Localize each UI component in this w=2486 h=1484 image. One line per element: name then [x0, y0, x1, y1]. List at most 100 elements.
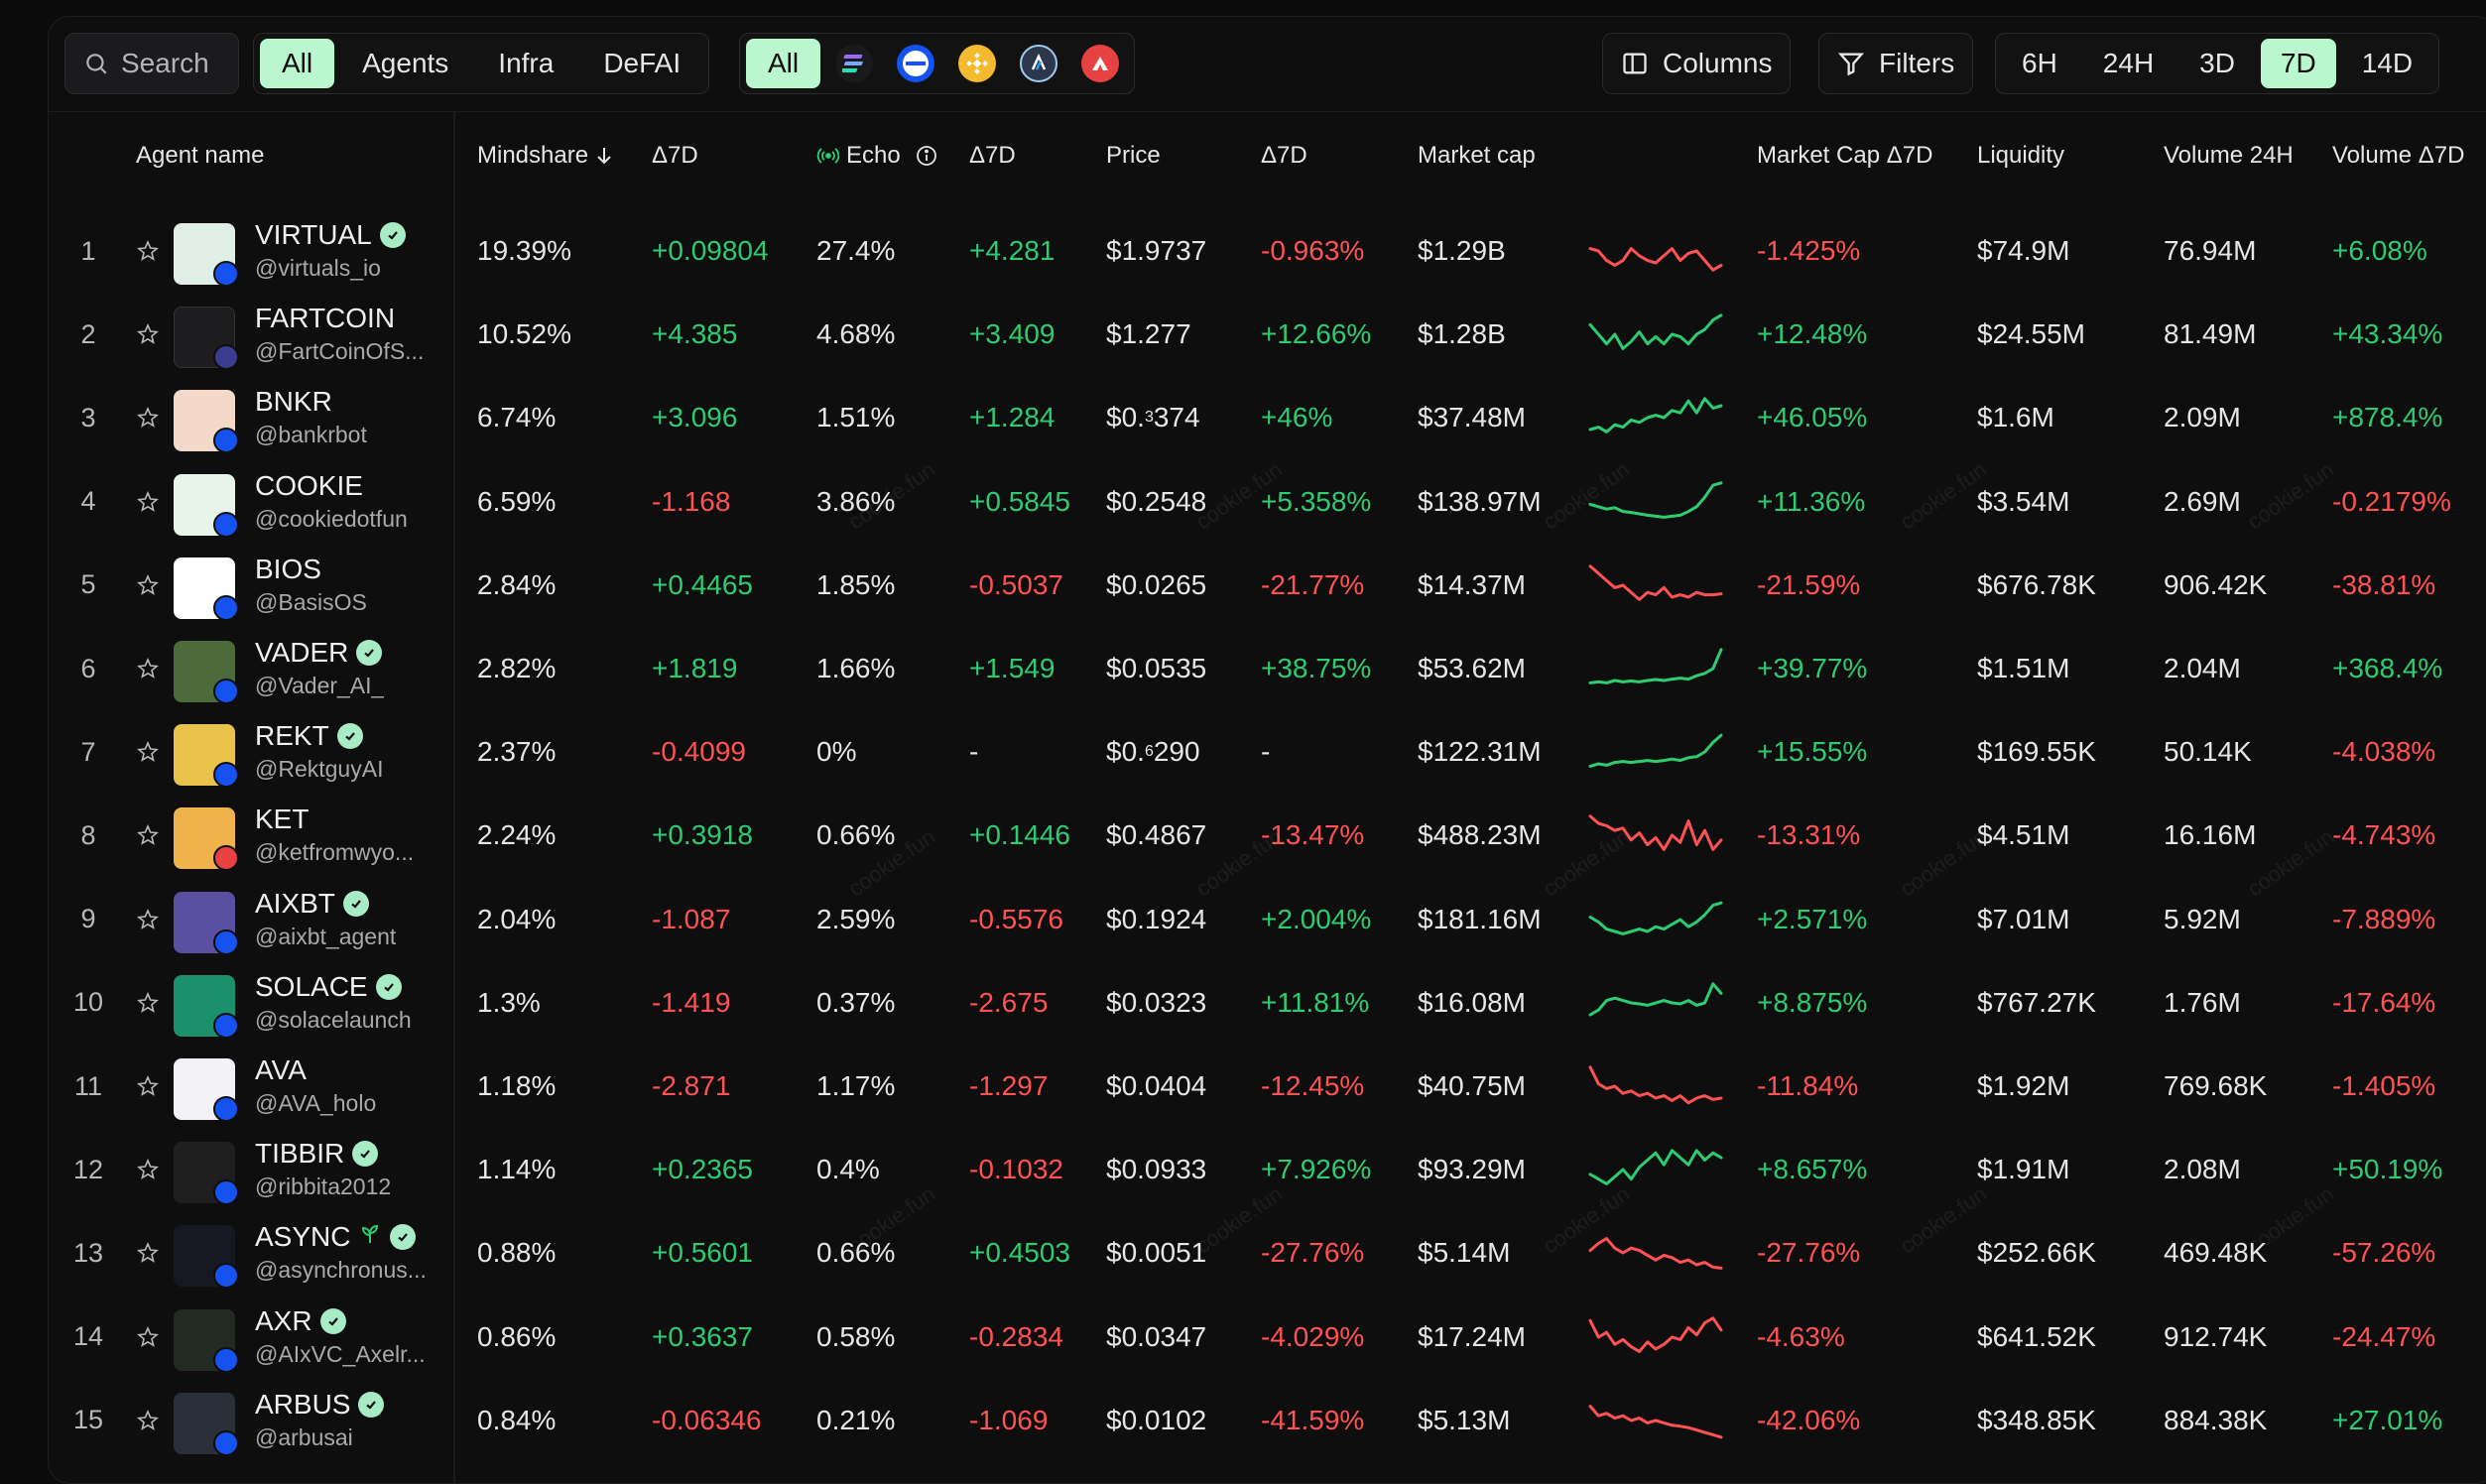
mindshare-value: 1.3% — [477, 986, 541, 1018]
agent-name[interactable]: ARBUS — [255, 1389, 385, 1421]
col-liquidity[interactable]: Liquidity — [1977, 142, 2065, 169]
mindshare-delta: +4.385 — [652, 318, 738, 350]
timeframe-14d-button[interactable]: 14D — [2361, 48, 2414, 78]
favorite-star-icon[interactable] — [128, 376, 168, 459]
col-price[interactable]: Price — [1106, 142, 1161, 169]
table-row[interactable]: 5 BIOS @BasisOS 2.84% +0.4465 1.85% -0.5037 -21… — [49, 544, 2486, 627]
timeframe-6h-button[interactable]: 6H — [2022, 48, 2057, 78]
agent-handle[interactable]: @arbusai — [255, 1423, 353, 1450]
market-cap-value: $488.23M — [1418, 819, 1542, 851]
favorite-star-icon[interactable] — [128, 1379, 168, 1462]
table-row[interactable]: 7 REKT @RektguyAI 2.37% -0.4099 0% - - $122.31M +… — [49, 710, 2486, 794]
col-market-cap-delta[interactable]: Market Cap Δ7D — [1757, 142, 1933, 169]
category-all-button[interactable]: All — [260, 39, 335, 88]
mindshare-value: 2.82% — [477, 653, 557, 683]
agent-handle[interactable]: @AIxVC_Axelr... — [255, 1340, 426, 1367]
category-agents-button[interactable]: Agents — [362, 48, 449, 78]
agent-name[interactable]: BIOS — [255, 554, 321, 585]
timeframe-7d-button[interactable]: 7D — [2260, 39, 2336, 88]
agent-handle[interactable]: @FartCoinOfS... — [255, 338, 425, 365]
agent-name[interactable]: FARTCOIN — [255, 303, 395, 334]
agent-handle[interactable]: @asynchronus... — [255, 1257, 427, 1284]
table-row[interactable]: 10 SOLACE @solacelaunch 1.3% -1.419 0.37% -2.6… — [49, 961, 2486, 1045]
agent-name[interactable]: ASYNC — [255, 1221, 417, 1253]
col-price-delta[interactable]: Δ7D — [1261, 142, 1307, 169]
favorite-star-icon[interactable] — [128, 1296, 168, 1379]
table-row[interactable]: 1 VIRTUAL @virtuals_io 19.39% +0.09804 27.4% +… — [49, 209, 2486, 293]
echo-delta: -2.675 — [969, 986, 1049, 1018]
favorite-star-icon[interactable] — [128, 710, 168, 794]
category-infra-button[interactable]: Infra — [498, 48, 555, 78]
agent-name[interactable]: AIXBT — [255, 888, 369, 920]
agent-handle[interactable]: @solacelaunch — [255, 1006, 412, 1033]
agent-name[interactable]: BNKR — [255, 386, 332, 418]
leaderboard-panel: Search All Agents Infra DeFAI All — [48, 16, 2486, 1484]
columns-button[interactable]: Columns — [1602, 33, 1792, 94]
col-volume-delta[interactable]: Volume Δ7D — [2332, 142, 2465, 169]
agent-name[interactable]: AXR — [255, 1305, 346, 1337]
agent-name[interactable]: SOLACE — [255, 971, 402, 1003]
timeframe-24h-button[interactable]: 24H — [2102, 48, 2155, 78]
agent-handle[interactable]: @virtuals_io — [255, 255, 381, 281]
col-market-cap[interactable]: Market cap — [1418, 142, 1536, 169]
agent-name[interactable]: COOKIE — [255, 470, 363, 502]
agent-name[interactable]: VADER — [255, 637, 383, 669]
table-row[interactable]: 4 COOKIE @cookiedotfun 6.59% -1.168 3.86% +0.5… — [49, 460, 2486, 544]
favorite-star-icon[interactable] — [128, 1045, 168, 1128]
agent-handle[interactable]: @cookiedotfun — [255, 505, 408, 532]
table-row[interactable]: 15 ARBUS @arbusai 0.84% -0.06346 0.21% -1.069 -… — [49, 1379, 2486, 1462]
agent-name[interactable]: VIRTUAL — [255, 219, 406, 251]
col-agent-name[interactable]: Agent name — [136, 142, 265, 169]
agent-name[interactable]: TIBBIR — [255, 1138, 379, 1170]
table-row[interactable]: 14 AXR @AIxVC_Axelr... 0.86% +0.3637 0.58% -0.… — [49, 1296, 2486, 1379]
search-input[interactable]: Search — [64, 33, 239, 94]
agent-handle[interactable]: @aixbt_agent — [255, 923, 397, 949]
chain-avalanche-button[interactable] — [1072, 39, 1128, 88]
favorite-star-icon[interactable] — [128, 293, 168, 376]
agent-handle[interactable]: @BasisOS — [255, 588, 367, 615]
table-row[interactable]: 2 FARTCOIN @FartCoinOfS... 10.52% +4.385 4.68… — [49, 293, 2486, 376]
table-row[interactable]: 11 AVA @AVA_holo 1.18% -2.871 1.17% -1.297 -12.… — [49, 1045, 2486, 1128]
table-row[interactable]: 3 BNKR @bankrbot 6.74% +3.096 1.51% +1.284 +46%… — [49, 376, 2486, 459]
filters-button[interactable]: Filters — [1818, 33, 1974, 94]
favorite-star-icon[interactable] — [128, 209, 168, 293]
favorite-star-icon[interactable] — [128, 1211, 168, 1295]
price-delta: - — [1261, 736, 1271, 768]
agent-handle[interactable]: @ketfromwyo... — [255, 839, 415, 866]
agent-handle[interactable]: @AVA_holo — [255, 1090, 377, 1116]
chain-bnb-button[interactable] — [949, 39, 1005, 88]
col-mindshare[interactable]: Mindshare — [477, 112, 614, 199]
agent-name[interactable]: KET — [255, 804, 309, 835]
info-icon[interactable] — [915, 144, 938, 168]
table-row[interactable]: 13 ASYNC @asynchronus... 0.88% +0.5601 0.66% +… — [49, 1211, 2486, 1295]
table-row[interactable]: 9 AIXBT @aixbt_agent 2.04% -1.087 2.59% -0.557… — [49, 878, 2486, 961]
col-echo-delta[interactable]: Δ7D — [969, 142, 1016, 169]
favorite-star-icon[interactable] — [128, 544, 168, 627]
chain-all-button[interactable]: All — [746, 39, 821, 88]
col-mindshare-delta[interactable]: Δ7D — [652, 142, 698, 169]
favorite-star-icon[interactable] — [128, 1128, 168, 1211]
col-volume[interactable]: Volume 24H — [2164, 142, 2294, 169]
agent-handle[interactable]: @Vader_AI_ — [255, 673, 385, 698]
agent-name-label: REKT — [255, 720, 329, 752]
table-row[interactable]: 6 VADER @Vader_AI_ 2.82% +1.819 1.66% +1.549 +3… — [49, 627, 2486, 710]
table-row[interactable]: 12 TIBBIR @ribbita2012 1.14% +0.2365 0.4% -0.1… — [49, 1128, 2486, 1211]
category-defai-button[interactable]: DeFAI — [603, 48, 682, 78]
liquidity-value: $7.01M — [1977, 903, 2070, 934]
timeframe-3d-button[interactable]: 3D — [2199, 48, 2235, 78]
agent-name[interactable]: AVA — [255, 1054, 307, 1086]
favorite-star-icon[interactable] — [128, 961, 168, 1045]
favorite-star-icon[interactable] — [128, 627, 168, 710]
agent-handle[interactable]: @bankrbot — [255, 422, 367, 448]
chain-solana-button[interactable] — [826, 39, 882, 88]
agent-handle[interactable]: @RektguyAI — [255, 756, 384, 783]
chain-base-button[interactable] — [888, 39, 943, 88]
agent-handle[interactable]: @ribbita2012 — [255, 1174, 392, 1200]
favorite-star-icon[interactable] — [128, 878, 168, 961]
agent-name[interactable]: REKT — [255, 720, 363, 752]
favorite-star-icon[interactable] — [128, 460, 168, 544]
chain-arbitrum-button[interactable] — [1011, 39, 1066, 88]
favorite-star-icon[interactable] — [128, 794, 168, 877]
table-row[interactable]: 8 KET @ketfromwyo... 2.24% +0.3918 0.66% +0.14… — [49, 794, 2486, 877]
col-echo[interactable]: Echo — [816, 112, 938, 199]
